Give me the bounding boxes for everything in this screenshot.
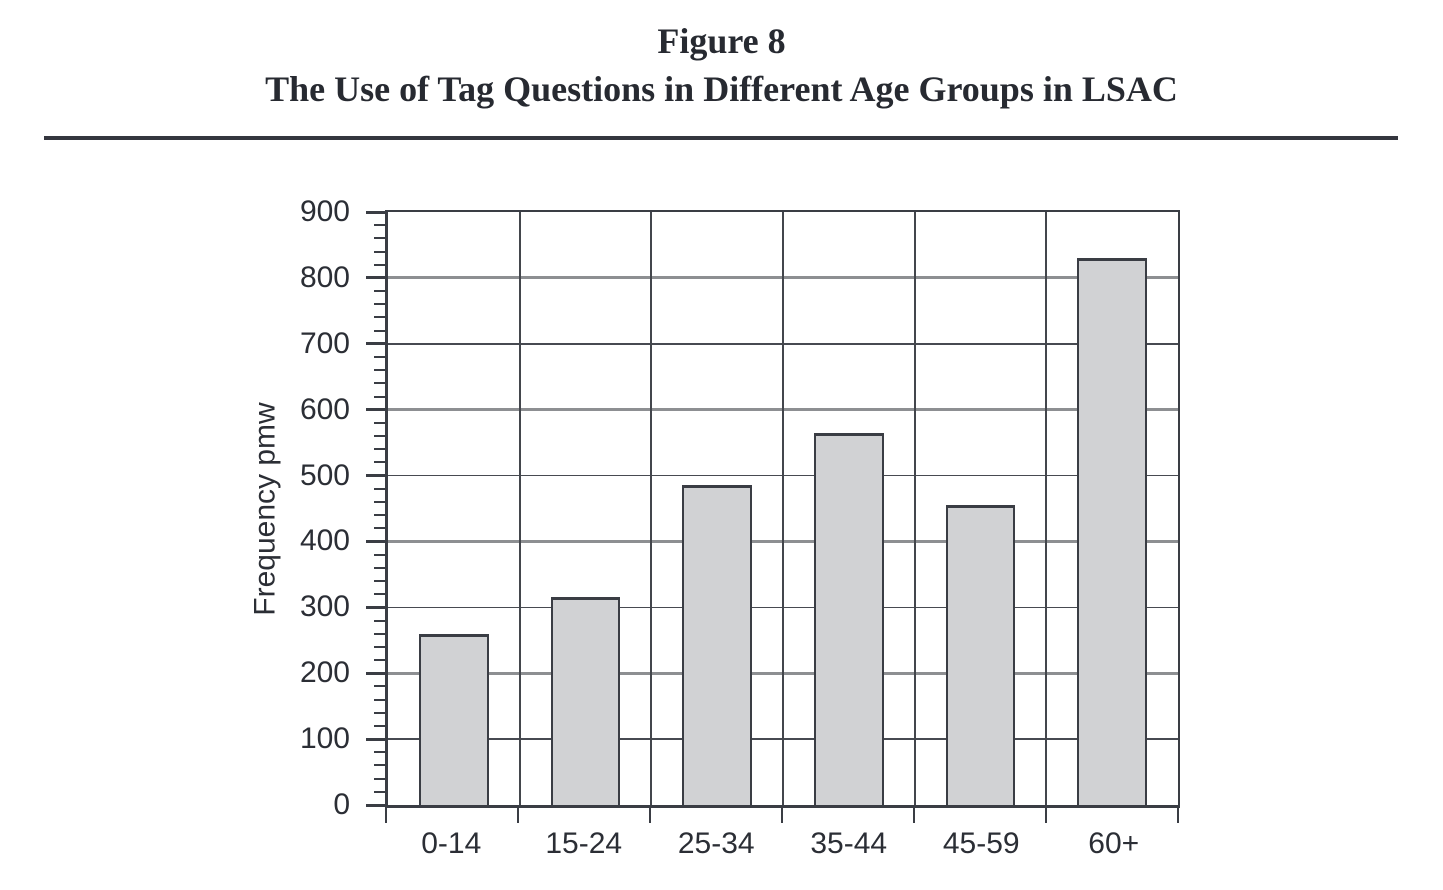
- title-divider-rule: [44, 136, 1398, 140]
- y-minor-tick: [374, 632, 385, 635]
- y-minor-tick: [374, 724, 385, 727]
- v-gridline: [913, 212, 916, 805]
- y-minor-tick: [374, 764, 385, 767]
- y-minor-tick: [374, 435, 385, 438]
- figure-title: The Use of Tag Questions in Different Ag…: [265, 69, 1178, 109]
- x-axis-ticks: [384, 806, 1180, 824]
- y-tick-label: 700: [299, 326, 350, 360]
- y-axis-tick-labels: 0 100 200 300 400 500 600 700 800 900: [238, 197, 350, 820]
- y-minor-tick: [374, 355, 385, 358]
- y-tick-label: 900: [299, 195, 350, 228]
- y-major-tick: [366, 210, 385, 214]
- v-gridline: [518, 212, 521, 805]
- bar: [419, 633, 489, 805]
- y-tick-label: 400: [299, 524, 350, 558]
- y-minor-tick: [374, 645, 385, 648]
- y-tick-label: 600: [299, 392, 350, 426]
- x-tick: [1044, 806, 1048, 823]
- y-minor-tick: [374, 500, 385, 503]
- y-tick-label: 200: [299, 656, 350, 690]
- y-minor-tick: [374, 329, 385, 332]
- y-major-tick: [366, 342, 385, 346]
- y-minor-tick: [374, 685, 385, 688]
- v-gridline: [782, 212, 784, 805]
- x-axis-tick-labels: 0-14 15-24 25-34 35-44 45-59 60+: [385, 827, 1180, 861]
- y-tick-label: 0: [333, 788, 350, 821]
- y-minor-tick: [374, 487, 385, 490]
- x-tick: [384, 806, 388, 823]
- y-axis-ticks: [355, 210, 385, 807]
- y-major-tick: [366, 276, 385, 280]
- y-minor-tick: [374, 263, 385, 266]
- x-tick-label: 45-59: [942, 827, 1020, 860]
- y-minor-tick: [374, 237, 385, 240]
- y-minor-tick: [374, 250, 385, 253]
- y-minor-tick: [374, 395, 385, 398]
- y-minor-tick: [374, 553, 385, 556]
- y-major-tick: [366, 539, 385, 543]
- bar: [1077, 258, 1147, 805]
- bar: [814, 432, 884, 805]
- plot-area: [385, 210, 1180, 808]
- y-minor-tick: [374, 790, 385, 793]
- y-major-tick: [366, 803, 385, 807]
- v-gridline: [650, 212, 653, 805]
- v-gridline: [1045, 212, 1048, 805]
- y-minor-tick: [374, 382, 385, 385]
- y-major-tick: [366, 474, 385, 478]
- y-minor-tick: [374, 751, 385, 754]
- y-tick-label: 800: [299, 260, 350, 294]
- y-minor-tick: [374, 566, 385, 569]
- bar: [682, 485, 752, 805]
- y-minor-tick: [374, 659, 385, 662]
- figure-label: Figure 8: [657, 21, 786, 61]
- y-minor-tick: [374, 514, 385, 517]
- y-minor-tick: [374, 290, 385, 293]
- y-minor-tick: [374, 303, 385, 306]
- bar: [550, 597, 621, 805]
- y-minor-tick: [374, 698, 385, 701]
- y-minor-tick: [374, 579, 385, 582]
- y-minor-tick: [374, 619, 385, 622]
- y-minor-tick: [374, 527, 385, 530]
- x-tick: [1176, 806, 1180, 823]
- y-minor-tick: [374, 316, 385, 319]
- y-tick-label: 100: [299, 722, 350, 756]
- y-major-tick: [366, 671, 385, 675]
- y-tick-label: 300: [299, 590, 350, 624]
- y-minor-tick: [374, 369, 385, 372]
- x-tick: [648, 806, 652, 823]
- y-tick-label: 500: [299, 458, 350, 492]
- x-tick: [780, 806, 784, 823]
- bar: [945, 505, 1016, 805]
- x-tick-label: 35-44: [810, 827, 888, 860]
- x-tick-label: 15-24: [545, 827, 623, 860]
- y-minor-tick: [374, 777, 385, 780]
- y-minor-tick: [374, 448, 385, 451]
- x-tick: [912, 806, 916, 823]
- x-tick: [516, 806, 520, 823]
- y-minor-tick: [374, 461, 385, 464]
- y-major-tick: [366, 737, 385, 741]
- y-minor-tick: [374, 224, 385, 227]
- y-major-tick: [366, 605, 385, 609]
- y-minor-tick: [374, 421, 385, 424]
- x-tick-label: 0-14: [421, 827, 482, 860]
- y-major-tick: [366, 408, 385, 412]
- y-minor-tick: [374, 711, 385, 714]
- y-minor-tick: [374, 593, 385, 596]
- x-tick-label: 60+: [1088, 827, 1140, 860]
- x-tick-label: 25-34: [677, 827, 755, 860]
